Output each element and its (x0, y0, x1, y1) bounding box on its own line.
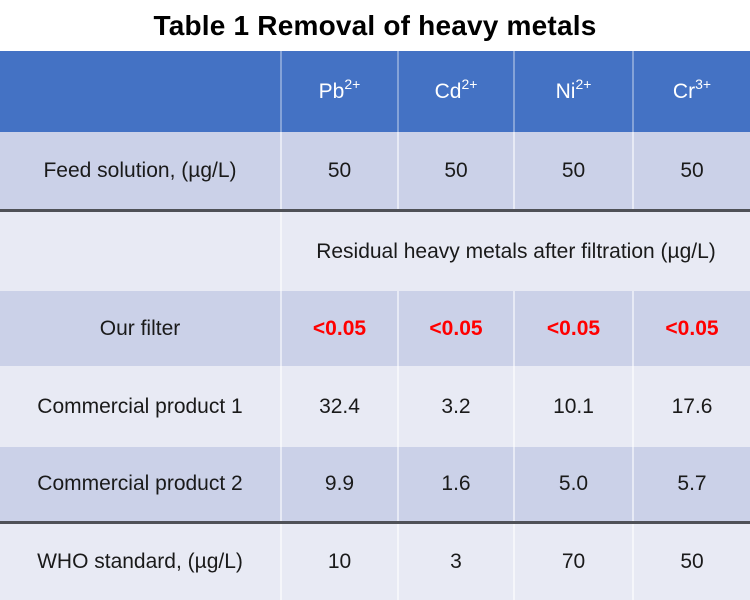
value-cell-pb: 10 (280, 524, 397, 600)
column-header-cd: Cd2+ (397, 51, 513, 132)
value-cell-pb: 32.4 (280, 366, 397, 447)
value-cell-cr: 17.6 (632, 366, 750, 447)
value-cell-cd: 3 (397, 524, 513, 600)
value-cell-cr: 50 (632, 524, 750, 600)
value-cell-ni: <0.05 (513, 291, 632, 366)
value-cell-pb: <0.05 (280, 291, 397, 366)
header-empty-cell (0, 51, 280, 132)
row-label: Feed solution, (µg/L) (43, 158, 237, 182)
table-row-residual-heading: Residual heavy metals after filtration (… (0, 209, 750, 291)
value-cell-cd: 50 (397, 132, 513, 209)
heavy-metals-table: Pb2+ Cd2+ Ni2+ Cr3+ Feed solution, (µg/L… (0, 51, 750, 600)
row-label: Commercial product 1 (37, 394, 243, 418)
row-label: WHO standard, (µg/L) (37, 550, 243, 573)
ion-symbol-pb: Pb2+ (318, 75, 361, 103)
value-cell-ni: 70 (513, 524, 632, 600)
ion-symbol-ni: Ni2+ (555, 75, 592, 103)
table-row-commercial-product-2: Commercial product 2 9.9 1.6 5.0 5.7 (0, 447, 750, 521)
value-cell-cd: <0.05 (397, 291, 513, 366)
value-cell-ni: 10.1 (513, 366, 632, 447)
value-cell-pb: 9.9 (280, 447, 397, 521)
row-label-empty (0, 212, 280, 291)
ion-symbol-cd: Cd2+ (434, 75, 478, 103)
ion-charge-cd: 2+ (461, 75, 478, 92)
ion-charge-ni: 2+ (575, 75, 592, 92)
row-label: Commercial product 2 (37, 472, 243, 495)
row-label: Our filter (99, 316, 181, 340)
value-cell-pb: 50 (280, 132, 397, 209)
ion-charge-pb: 2+ (344, 75, 361, 92)
value-cell-cr: <0.05 (632, 291, 750, 366)
value-cell-cr: 5.7 (632, 447, 750, 521)
residual-section-heading: Residual heavy metals after filtration (… (280, 212, 750, 291)
ion-charge-cr: 3+ (695, 75, 712, 92)
ion-symbol-cr: Cr3+ (672, 75, 712, 103)
value-cell-ni: 50 (513, 132, 632, 209)
value-cell-ni: 5.0 (513, 447, 632, 521)
table-row-who-standard: WHO standard, (µg/L) 10 3 70 50 (0, 521, 750, 600)
column-header-ni: Ni2+ (513, 51, 632, 132)
column-header-pb: Pb2+ (280, 51, 397, 132)
table-row-commercial-product-1: Commercial product 1 32.4 3.2 10.1 17.6 (0, 366, 750, 447)
table-row-our-filter: Our filter <0.05 <0.05 <0.05 <0.05 (0, 291, 750, 366)
value-cell-cd: 1.6 (397, 447, 513, 521)
value-cell-cr: 50 (632, 132, 750, 209)
column-header-cr: Cr3+ (632, 51, 750, 132)
table-row-feed-solution: Feed solution, (µg/L) 50 50 50 50 (0, 132, 750, 209)
table-header-row: Pb2+ Cd2+ Ni2+ Cr3+ (0, 51, 750, 132)
table-title: Table 1 Removal of heavy metals (153, 9, 597, 41)
value-cell-cd: 3.2 (397, 366, 513, 447)
